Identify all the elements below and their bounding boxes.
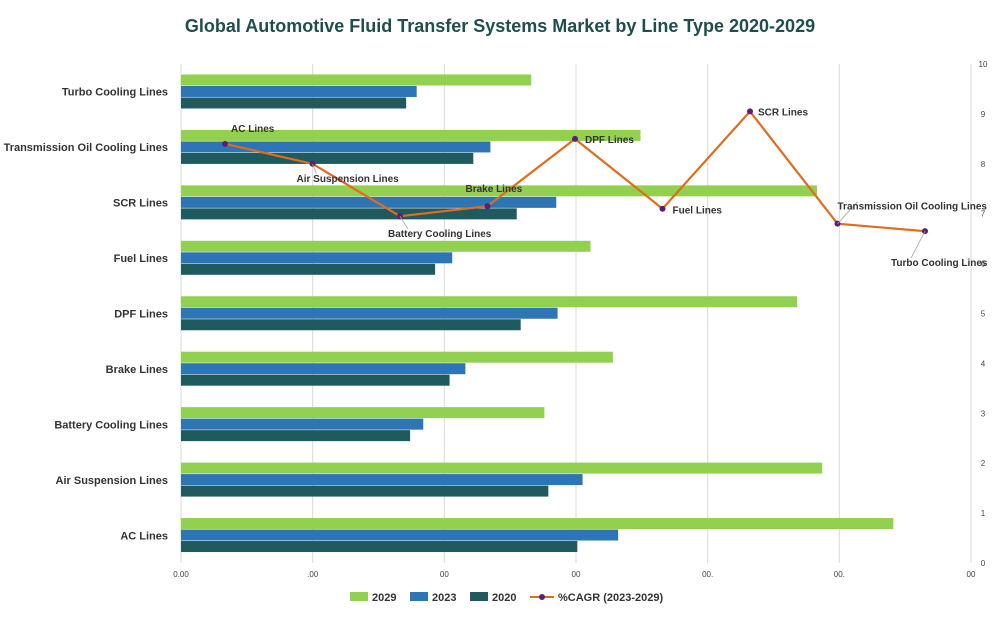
bar-2029-brake-lines [181, 351, 613, 363]
cagr-leader-air-suspension-lines [312, 163, 317, 174]
bar-2029-transmission-oil-cooling-lines [181, 129, 641, 141]
x-tick-label-0: 0.00 [173, 570, 189, 579]
bar-2023-battery-cooling-lines [181, 418, 424, 430]
cagr-data-label-dpf-lines: DPF Lines [585, 135, 634, 146]
bar-2023-scr-lines [181, 196, 557, 208]
category-label-ac-lines: AC Lines [120, 530, 168, 542]
x-tick-label-2: 00 [440, 570, 449, 579]
bar-2023-turbo-cooling-lines [181, 85, 417, 97]
y2-tick-label-10: 10 [979, 60, 988, 69]
cagr-point-scr-lines [747, 108, 753, 115]
legend-label-2029: 2029 [372, 592, 396, 604]
bar-2020-dpf-lines [181, 319, 521, 331]
bar-2023-air-suspension-lines [181, 474, 583, 486]
category-label-battery-cooling-lines: Battery Cooling Lines [54, 419, 168, 431]
x-tick-label-4: 00. [702, 570, 713, 579]
cagr-data-label-brake-lines: Brake Lines [466, 184, 523, 195]
category-label-air-suspension-lines: Air Suspension Lines [56, 475, 168, 487]
y2-tick-label-8: 8 [981, 160, 986, 169]
bar-2023-brake-lines [181, 363, 466, 375]
category-label-turbo-cooling-lines: Turbo Cooling Lines [62, 87, 168, 99]
y2-tick-label-3: 3 [981, 409, 986, 418]
category-label-transmission-oil-cooling-lines: Transmission Oil Cooling Lines [4, 142, 168, 154]
cagr-data-label-ac-lines: AC Lines [231, 124, 275, 135]
bar-2020-ac-lines [181, 541, 578, 553]
legend-label-cagr-2023-2029: %CAGR (2023-2029) [558, 592, 663, 604]
cagr-leader-transmission-oil-cooling-lines [837, 201, 858, 224]
cagr-data-label-turbo-cooling-lines: Turbo Cooling Lines [891, 258, 988, 269]
x-tick-label-3: 00 [572, 570, 581, 579]
category-label-brake-lines: Brake Lines [106, 364, 168, 376]
legend-swatch-marker [539, 594, 545, 600]
legend-label-2020: 2020 [492, 592, 516, 604]
x-tick-label-6: 00 [967, 570, 976, 579]
cagr-point-dpf-lines [572, 135, 578, 142]
bar-2023-dpf-lines [181, 307, 558, 319]
y2-tick-label-7: 7 [981, 210, 986, 219]
x-tick-label-5: 00. [834, 570, 845, 579]
y2-tick-label-5: 5 [981, 310, 986, 319]
bar-2020-brake-lines [181, 374, 450, 386]
bar-2020-transmission-oil-cooling-lines [181, 152, 474, 164]
bar-2029-air-suspension-lines [181, 462, 823, 474]
cagr-data-label-fuel-lines: Fuel Lines [673, 206, 723, 217]
category-label-fuel-lines: Fuel Lines [114, 253, 168, 265]
legend-swatch-2020 [470, 592, 488, 601]
y2-tick-label-9: 9 [981, 110, 986, 119]
cagr-data-label-scr-lines: SCR Lines [758, 107, 808, 118]
bar-2029-turbo-cooling-lines [181, 74, 532, 86]
cagr-data-label-transmission-oil-cooling-lines: Transmission Oil Cooling Lines [838, 202, 988, 213]
cagr-data-label-battery-cooling-lines: Battery Cooling Lines [388, 229, 492, 240]
chart-title: Global Automotive Fluid Transfer Systems… [184, 16, 816, 36]
y2-tick-label-4: 4 [981, 359, 986, 368]
bar-2020-turbo-cooling-lines [181, 97, 407, 109]
cagr-data-label-air-suspension-lines: Air Suspension Lines [297, 174, 400, 185]
y2-tick-label-1: 1 [981, 509, 986, 518]
y2-tick-label-6: 6 [981, 260, 986, 269]
cagr-leader-turbo-cooling-lines [910, 230, 926, 259]
bar-2020-scr-lines [181, 208, 517, 220]
cagr-point-brake-lines [484, 203, 491, 210]
legend-swatch-2023 [410, 592, 428, 601]
bar-2020-battery-cooling-lines [181, 430, 411, 442]
bar-2023-ac-lines [181, 529, 619, 541]
cagr-leader-battery-cooling-lines [399, 215, 409, 230]
cagr-point-ac-lines [222, 140, 228, 147]
y2-tick-label-0: 0 [981, 559, 986, 568]
cagr-point-fuel-lines [659, 205, 666, 212]
bar-2029-dpf-lines [181, 296, 798, 308]
bar-2029-battery-cooling-lines [181, 407, 545, 419]
bar-2029-fuel-lines [181, 240, 591, 252]
bar-2020-air-suspension-lines [181, 485, 549, 497]
bar-2020-fuel-lines [181, 263, 436, 275]
bar-2029-ac-lines [181, 518, 894, 530]
category-label-dpf-lines: DPF Lines [114, 309, 168, 321]
bar-2023-fuel-lines [181, 252, 453, 264]
bar-2023-transmission-oil-cooling-lines [181, 141, 491, 153]
category-label-scr-lines: SCR Lines [113, 198, 168, 210]
x-tick-label-1: .00 [307, 570, 319, 579]
bar-2029-scr-lines [181, 185, 817, 197]
y2-tick-label-2: 2 [981, 459, 986, 468]
legend-label-2023: 2023 [432, 592, 456, 604]
legend-swatch-2029 [350, 592, 368, 601]
